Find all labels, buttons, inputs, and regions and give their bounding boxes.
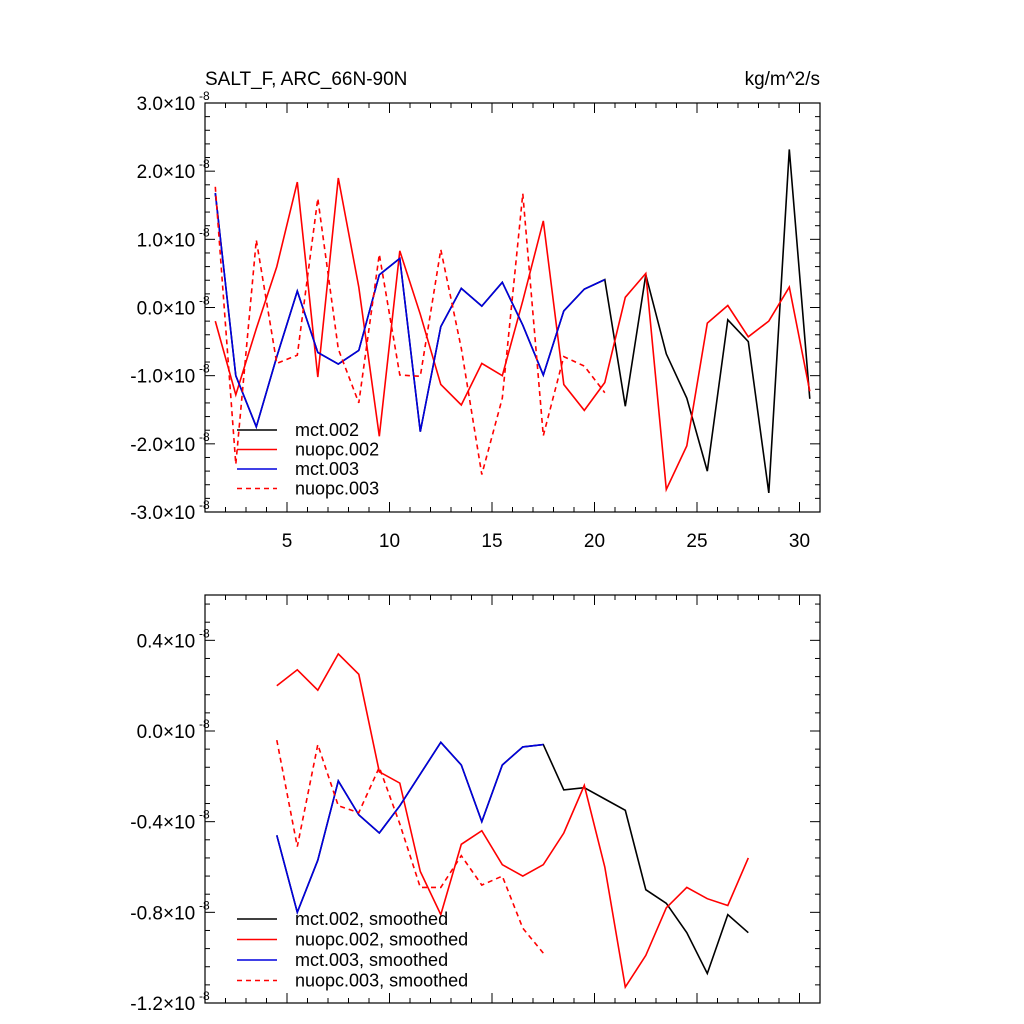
- exponent: -8: [199, 430, 210, 444]
- legend-label: mct.002: [295, 420, 359, 440]
- bottom-panel: -1.2 ×10 -8-0.8 ×10 -8-0.4 ×10 -80.0 ×10 -80.4 ×1…: [130, 594, 821, 1015]
- chart-title: SALT_F, ARC_66N-90N: [205, 69, 407, 90]
- series-line: [214, 186, 606, 475]
- top-panel: 5 10 15 20 25 30-3.0 ×10 -8-2.0 ×10 -8-1.0 ×10 -80.…: [130, 89, 821, 552]
- times-sign: ×10: [163, 367, 195, 388]
- x-tick-label: 15: [481, 531, 502, 552]
- exponent: -8: [199, 225, 210, 239]
- y-tick-label: 0.0: [137, 299, 163, 320]
- exponent: -8: [199, 294, 210, 308]
- x-tick-label: 30: [789, 531, 810, 552]
- times-sign: ×10: [163, 94, 195, 115]
- legend-label: nuopc.003: [295, 479, 379, 499]
- times-sign: ×10: [163, 162, 195, 183]
- x-tick-label: 20: [584, 531, 605, 552]
- times-sign: ×10: [163, 299, 195, 320]
- times-sign: ×10: [163, 722, 195, 743]
- exponent: -8: [199, 157, 210, 171]
- legend-label: nuopc.002, smoothed: [295, 930, 468, 950]
- times-sign: ×10: [163, 813, 195, 834]
- times-sign: ×10: [163, 994, 195, 1015]
- y-tick-label: -2.0: [130, 435, 163, 456]
- x-tick-label: 10: [379, 531, 400, 552]
- y-tick-label: 1.0: [137, 230, 163, 251]
- y-tick-label: -3.0: [130, 503, 163, 524]
- series-line: [276, 740, 544, 915]
- y-tick-label: -0.8: [130, 903, 163, 924]
- x-tick-label: 5: [282, 531, 293, 552]
- units-label: kg/m^2/s: [745, 69, 820, 90]
- series-line: [276, 652, 750, 990]
- times-sign: ×10: [163, 631, 195, 652]
- times-sign: ×10: [163, 435, 195, 456]
- exponent: -8: [199, 89, 210, 103]
- times-sign: ×10: [163, 503, 195, 524]
- exponent: -8: [199, 808, 210, 822]
- exponent: -8: [199, 898, 210, 912]
- y-tick-label: -1.2: [130, 994, 163, 1015]
- exponent: -8: [199, 989, 210, 1003]
- times-sign: ×10: [163, 903, 195, 924]
- exponent: -8: [199, 717, 210, 731]
- legend-label: mct.002, smoothed: [295, 909, 448, 929]
- y-tick-label: -1.0: [130, 367, 163, 388]
- y-tick-label: -0.4: [130, 813, 163, 834]
- x-tick-label: 25: [686, 531, 707, 552]
- y-tick-label: 3.0: [137, 94, 163, 115]
- exponent: -8: [199, 498, 210, 512]
- y-tick-label: 2.0: [137, 162, 163, 183]
- y-tick-label: 0.0: [137, 722, 163, 743]
- exponent: -8: [199, 362, 210, 376]
- legend-label: nuopc.003, smoothed: [295, 971, 468, 991]
- legend-label: mct.003, smoothed: [295, 950, 448, 970]
- times-sign: ×10: [163, 230, 195, 251]
- series-line: [214, 192, 606, 432]
- series-line: [276, 739, 544, 954]
- y-tick-label: 0.4: [137, 631, 164, 652]
- legend-label: nuopc.002: [295, 440, 379, 460]
- exponent: -8: [199, 626, 210, 640]
- legend-label: mct.003: [295, 459, 359, 479]
